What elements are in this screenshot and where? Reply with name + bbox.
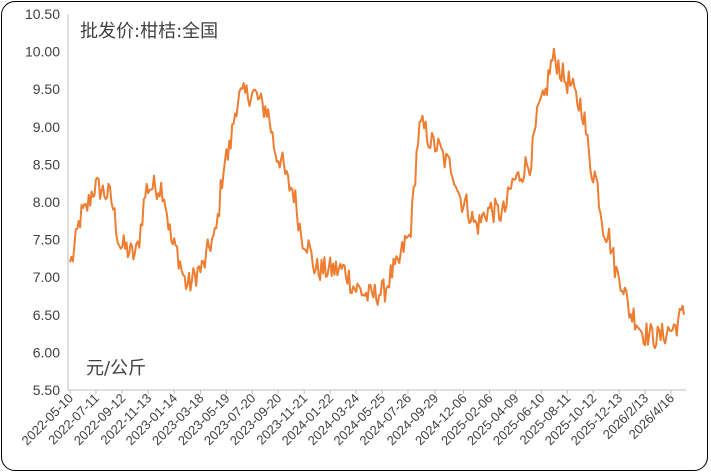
y-tick-label: 7.00 xyxy=(33,269,60,285)
y-tick-label: 10.00 xyxy=(25,44,60,60)
x-axis-ticks: 2022-05-102022-07-112022-09-122022-11-13… xyxy=(18,390,677,448)
y-tick-label: 6.00 xyxy=(33,344,60,360)
chart-title: 批发价:柑桔:全国 xyxy=(80,21,218,42)
y-tick-label: 5.50 xyxy=(33,382,60,398)
y-axis-ticks: 5.50 6.00 6.50 7.00 7.50 8.00 8.50 9.00 9.50 10.0… xyxy=(25,6,60,398)
y-tick-label: 8.50 xyxy=(33,156,60,172)
y-tick-label: 6.50 xyxy=(33,307,60,323)
y-tick-label: 7.50 xyxy=(33,232,60,248)
y-tick-label: 8.00 xyxy=(33,194,60,210)
series-line xyxy=(69,47,685,350)
y-tick-label: 9.00 xyxy=(33,119,60,135)
y-unit-label: 元/公斤 xyxy=(86,358,146,379)
y-tick-label: 9.50 xyxy=(33,81,60,97)
y-tick-label: 10.50 xyxy=(25,6,60,22)
